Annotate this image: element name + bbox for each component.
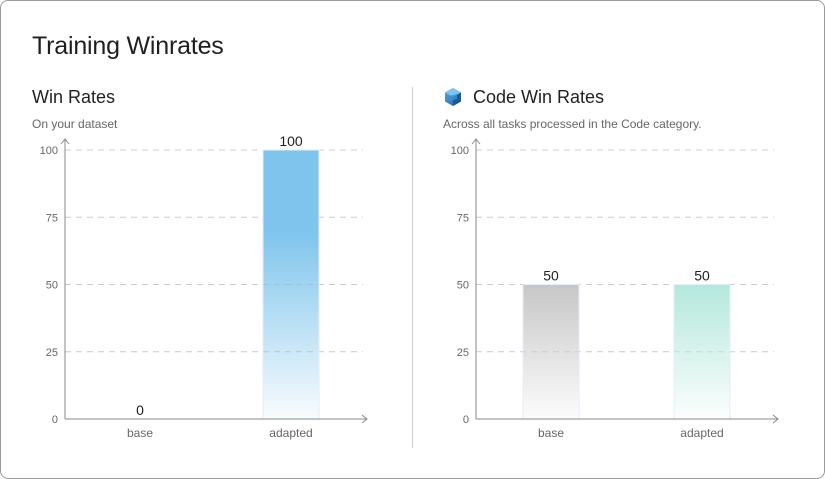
page-title: Training Winrates [32, 32, 224, 60]
panel-title-win-rates: Win Rates [32, 87, 116, 107]
y-tick-label: 50 [457, 280, 469, 292]
x-tick-label-base: base [127, 426, 153, 440]
x-tick-label-base: base [538, 426, 564, 440]
y-tick-label: 0 [463, 414, 469, 426]
panel-subtitle-win-rates: On your dataset [32, 117, 118, 131]
y-tick-label: 50 [46, 280, 58, 292]
y-tick-label: 100 [451, 145, 469, 157]
y-tick-label: 0 [52, 414, 58, 426]
y-tick-label: 100 [40, 145, 58, 157]
x-axis-arrow-icon [772, 414, 779, 424]
x-axis-arrow-icon [361, 414, 368, 424]
bar-adapted[interactable] [673, 284, 731, 420]
panel-subtitle-code-win-rates: Across all tasks processed in the Code c… [443, 117, 702, 131]
code-cube-icon [445, 88, 461, 106]
bar-base[interactable] [522, 284, 580, 420]
x-tick-label-adapted: adapted [680, 426, 723, 440]
data-label-base: 50 [543, 268, 559, 284]
y-axis-arrow-icon [471, 138, 481, 145]
data-label-base: 0 [136, 402, 144, 418]
panel-divider [412, 87, 413, 448]
data-label-adapted: 100 [279, 133, 303, 149]
y-axis-arrow-icon [60, 138, 70, 145]
panel-title-code-win-rates: Code Win Rates [473, 87, 605, 107]
y-tick-label: 25 [457, 347, 469, 359]
x-tick-label-adapted: adapted [269, 426, 312, 440]
data-label-adapted: 50 [694, 268, 710, 284]
y-tick-label: 25 [46, 347, 58, 359]
win-rates-chart: 0 25 50 75 100 0 base 100 adapted [40, 133, 368, 440]
code-win-rates-chart: 0 25 50 75 100 50 base 50 adapted [451, 138, 779, 440]
y-tick-label: 75 [46, 212, 58, 224]
y-tick-label: 75 [457, 212, 469, 224]
